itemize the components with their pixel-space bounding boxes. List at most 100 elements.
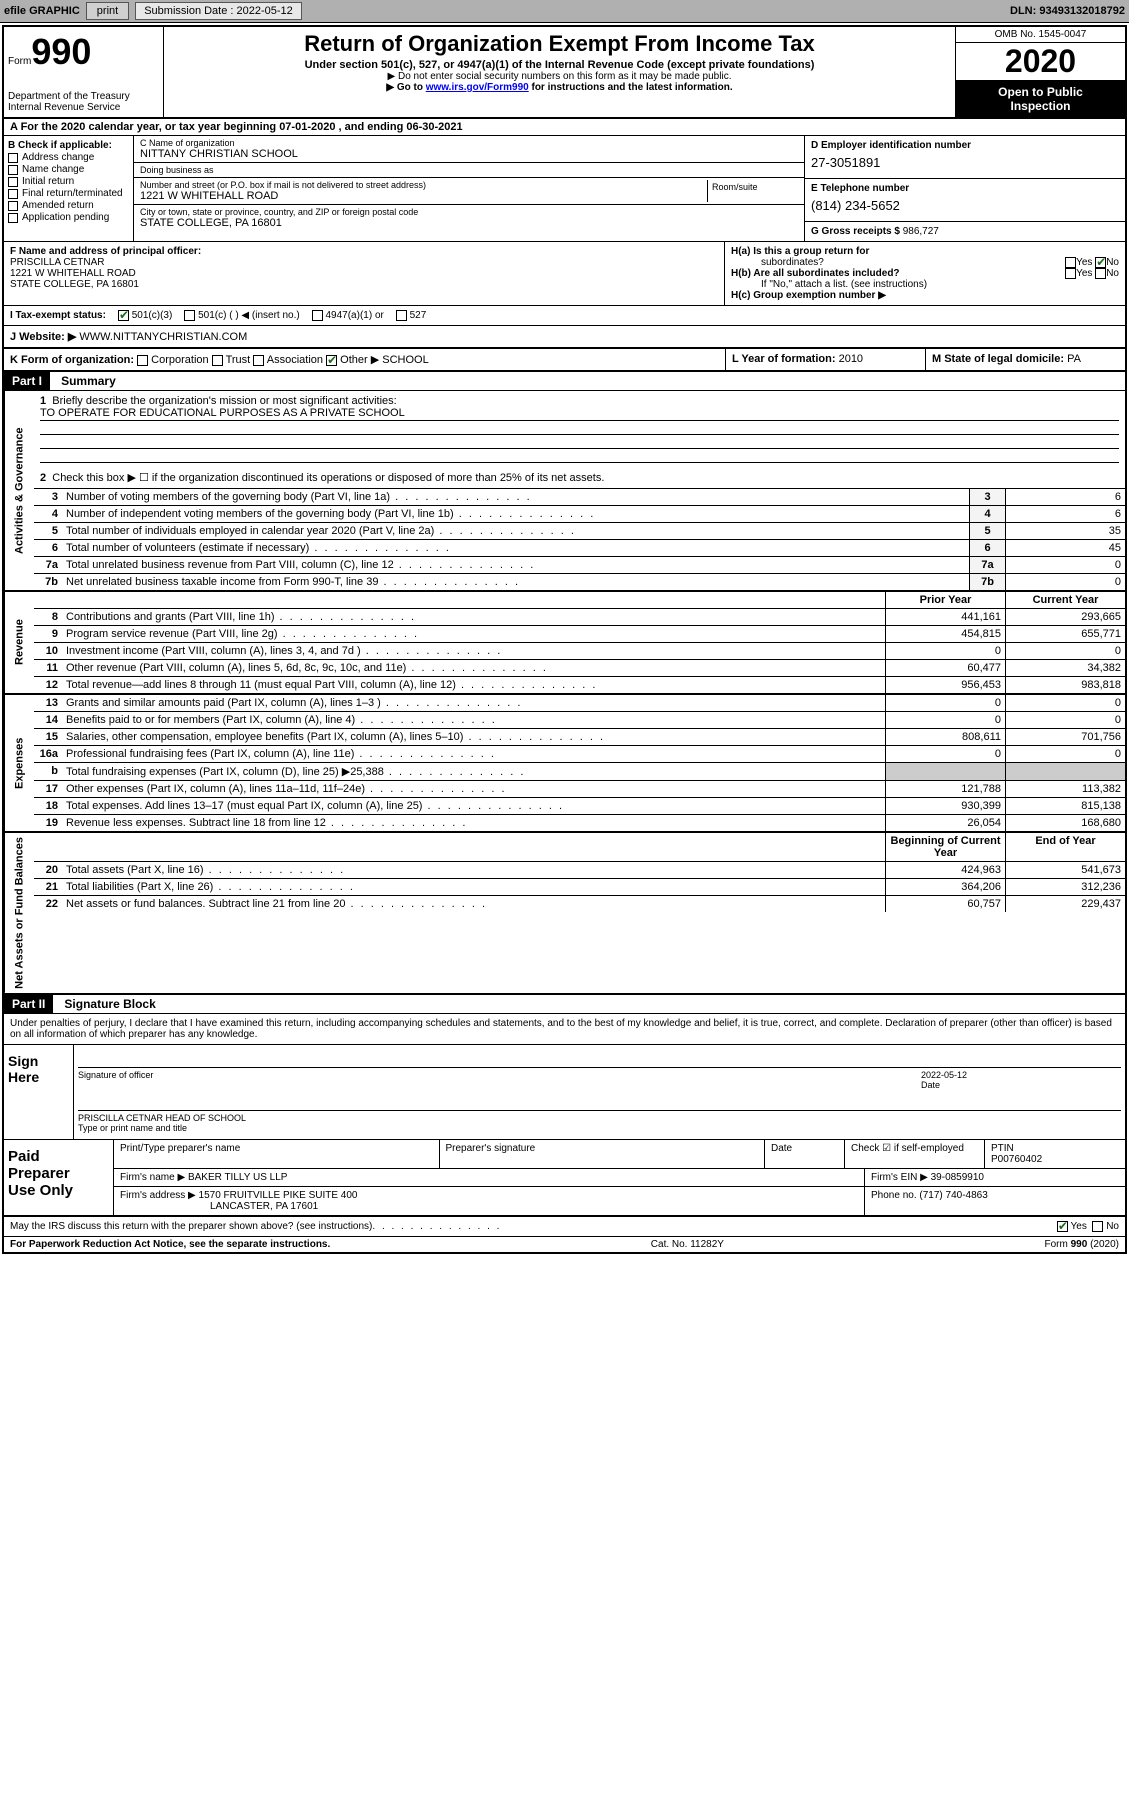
form-ref: Form 990 (2020) xyxy=(1045,1239,1119,1250)
checkbox-address[interactable] xyxy=(8,153,18,163)
summary-row: 17Other expenses (Part IX, column (A), l… xyxy=(34,781,1125,798)
i-4947[interactable] xyxy=(312,310,323,321)
ha-yes[interactable] xyxy=(1065,257,1076,268)
form-word: Form xyxy=(8,56,31,67)
summary-row: 19Revenue less expenses. Subtract line 1… xyxy=(34,815,1125,831)
dln-label: DLN: 93493132018792 xyxy=(1010,5,1125,17)
mission-text: TO OPERATE FOR EDUCATIONAL PURPOSES AS A… xyxy=(40,407,1119,421)
print-button[interactable]: print xyxy=(86,2,129,20)
summary-row: 14Benefits paid to or for members (Part … xyxy=(34,712,1125,729)
form-header: Form990 Department of the Treasury Inter… xyxy=(4,27,1125,119)
i-501c3[interactable] xyxy=(118,310,129,321)
entity-grid: B Check if applicable: Address change Na… xyxy=(4,136,1125,242)
firm-phone: (717) 740-4863 xyxy=(919,1190,987,1201)
gross-value: 986,727 xyxy=(903,226,939,237)
section-c: C Name of organization NITTANY CHRISTIAN… xyxy=(134,136,805,241)
vlabel-gov: Activities & Governance xyxy=(4,391,34,590)
ein-label: D Employer identification number xyxy=(811,140,1119,151)
omb-number: OMB No. 1545-0047 xyxy=(956,27,1125,43)
footer: For Paperwork Reduction Act Notice, see … xyxy=(4,1236,1125,1252)
summary-row: 4Number of independent voting members of… xyxy=(34,506,1125,523)
room-label: Room/suite xyxy=(712,182,794,192)
summary-row: 6Total number of volunteers (estimate if… xyxy=(34,540,1125,557)
org-name-label: C Name of organization xyxy=(140,138,798,148)
top-toolbar: efile GRAPHIC print Submission Date : 20… xyxy=(0,0,1129,23)
summary-row: 20Total assets (Part X, line 16)424,9635… xyxy=(34,862,1125,879)
checkbox-initial[interactable] xyxy=(8,177,18,187)
form-number: 990 xyxy=(31,31,91,72)
sig-officer-label: Signature of officer xyxy=(78,1070,921,1090)
checkbox-final[interactable] xyxy=(8,189,18,199)
vlabel-exp: Expenses xyxy=(4,695,34,831)
checkbox-name[interactable] xyxy=(8,165,18,175)
header-right: OMB No. 1545-0047 2020 Open to Public In… xyxy=(955,27,1125,117)
summary-row: 7bNet unrelated business taxable income … xyxy=(34,574,1125,590)
summary-row: 8Contributions and grants (Part VIII, li… xyxy=(34,609,1125,626)
tel-value: (814) 234-5652 xyxy=(811,194,1119,217)
discuss-yes[interactable] xyxy=(1057,1221,1068,1232)
hb-no[interactable] xyxy=(1095,268,1106,279)
org-name: NITTANY CHRISTIAN SCHOOL xyxy=(140,148,798,160)
hb-yes[interactable] xyxy=(1065,268,1076,279)
k-assoc[interactable] xyxy=(253,355,264,366)
section-b-title: B Check if applicable: xyxy=(8,140,129,151)
header-sub3: ▶ Go to www.irs.gov/Form990 for instruct… xyxy=(172,82,947,93)
i-527[interactable] xyxy=(396,310,407,321)
row-f-h: F Name and address of principal officer:… xyxy=(4,242,1125,306)
checkbox-amended[interactable] xyxy=(8,201,18,211)
firm-ein: 39-0859910 xyxy=(931,1172,984,1183)
city-label: City or town, state or province, country… xyxy=(140,207,798,217)
summary-row: 21Total liabilities (Part X, line 26)364… xyxy=(34,879,1125,896)
ha-no[interactable] xyxy=(1095,257,1106,268)
dept-line1: Department of the Treasury xyxy=(8,91,159,102)
summary-row: 11Other revenue (Part VIII, column (A), … xyxy=(34,660,1125,677)
city-value: STATE COLLEGE, PA 16801 xyxy=(140,217,798,229)
netassets-section: Net Assets or Fund Balances Beginning of… xyxy=(4,833,1125,995)
k-corp[interactable] xyxy=(137,355,148,366)
section-j: J Website: ▶ WWW.NITTANYCHRISTIAN.COM xyxy=(4,326,1125,349)
summary-row: 15Salaries, other compensation, employee… xyxy=(34,729,1125,746)
revenue-section: Revenue Prior Year Current Year 8Contrib… xyxy=(4,592,1125,695)
tax-year: 2020 xyxy=(956,43,1125,81)
k-other[interactable] xyxy=(326,355,337,366)
summary-row: 22Net assets or fund balances. Subtract … xyxy=(34,896,1125,912)
vlabel-na: Net Assets or Fund Balances xyxy=(4,833,34,993)
section-k: K Form of organization: Corporation Trus… xyxy=(4,349,1125,372)
part2-header: Part II Signature Block xyxy=(4,995,1125,1014)
irs-link[interactable]: www.irs.gov/Form990 xyxy=(426,82,529,93)
section-d: D Employer identification number 27-3051… xyxy=(805,136,1125,241)
line-a: A For the 2020 calendar year, or tax yea… xyxy=(4,119,1125,136)
firm-name: BAKER TILLY US LLP xyxy=(188,1172,288,1183)
k-trust[interactable] xyxy=(212,355,223,366)
submission-date: Submission Date : 2022-05-12 xyxy=(135,2,302,20)
officer-name: PRISCILLA CETNAR HEAD OF SCHOOL xyxy=(78,1113,921,1123)
addr-value: 1221 W WHITEHALL ROAD xyxy=(140,190,707,202)
section-i: I Tax-exempt status: 501(c)(3) 501(c) ( … xyxy=(4,306,1125,326)
summary-row: 7aTotal unrelated business revenue from … xyxy=(34,557,1125,574)
q1: 1 Briefly describe the organization's mi… xyxy=(34,391,1125,467)
rev-header: Prior Year Current Year xyxy=(34,592,1125,609)
summary-row: 3Number of voting members of the governi… xyxy=(34,489,1125,506)
i-501c[interactable] xyxy=(184,310,195,321)
declaration: Under penalties of perjury, I declare th… xyxy=(4,1014,1125,1045)
efile-label: efile GRAPHIC xyxy=(4,5,80,17)
header-center: Return of Organization Exempt From Incom… xyxy=(164,27,955,117)
vlabel-rev: Revenue xyxy=(4,592,34,693)
part1-header: Part I Summary xyxy=(4,372,1125,391)
summary-row: 13Grants and similar amounts paid (Part … xyxy=(34,695,1125,712)
expenses-section: Expenses 13Grants and similar amounts pa… xyxy=(4,695,1125,833)
inspection-badge: Open to Public Inspection xyxy=(956,81,1125,117)
summary-row: 10Investment income (Part VIII, column (… xyxy=(34,643,1125,660)
tel-label: E Telephone number xyxy=(811,183,1119,194)
sign-here: Sign Here Signature of officer 2022-05-1… xyxy=(4,1045,1125,1140)
form-title: Return of Organization Exempt From Incom… xyxy=(172,31,947,57)
dept-line2: Internal Revenue Service xyxy=(8,102,159,113)
summary-row: 18Total expenses. Add lines 13–17 (must … xyxy=(34,798,1125,815)
ein-value: 27-3051891 xyxy=(811,151,1119,174)
summary-row: 5Total number of individuals employed in… xyxy=(34,523,1125,540)
header-sub1: Under section 501(c), 527, or 4947(a)(1)… xyxy=(172,59,947,71)
checkbox-pending[interactable] xyxy=(8,213,18,223)
discuss-no[interactable] xyxy=(1092,1221,1103,1232)
summary-row: 12Total revenue—add lines 8 through 11 (… xyxy=(34,677,1125,693)
paid-preparer: Paid Preparer Use Only Print/Type prepar… xyxy=(4,1140,1125,1217)
